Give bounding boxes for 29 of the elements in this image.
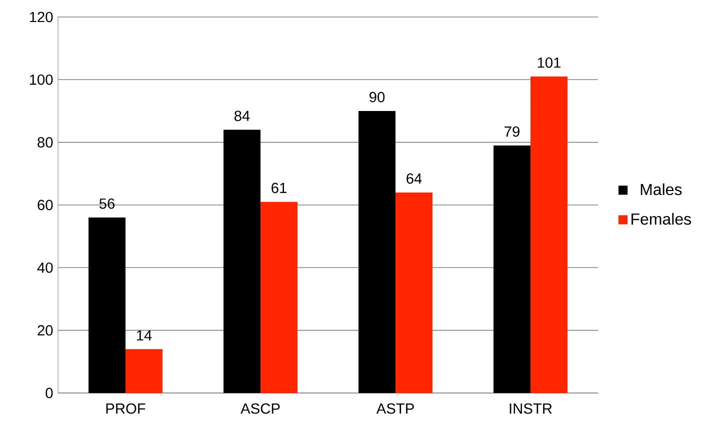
data-label: 101	[538, 57, 561, 68]
bar	[88, 218, 126, 393]
y-tick-label: 20	[38, 325, 53, 336]
x-tick-label: ASCP	[240, 403, 280, 414]
data-label: 56	[99, 198, 115, 209]
data-label: 14	[136, 330, 152, 340]
y-tick-label: 60	[38, 200, 53, 210]
y-tick-label: 100	[30, 74, 53, 85]
data-label: 64	[406, 173, 422, 184]
bar	[224, 130, 261, 393]
x-tick-label: INSTR	[510, 403, 552, 414]
bar	[358, 110, 396, 393]
data-label: 90	[370, 92, 385, 102]
bar	[530, 76, 568, 393]
legend-label: Males	[640, 183, 682, 196]
bar	[126, 349, 163, 393]
data-label: 84	[234, 110, 250, 122]
x-tick-label: ASTP	[376, 403, 414, 414]
legend-label: Females	[632, 213, 691, 225]
y-tick-label: 40	[37, 262, 53, 273]
y-tick-label: 80	[38, 137, 53, 148]
bar	[396, 192, 433, 393]
bar	[494, 145, 530, 393]
data-label: 79	[504, 126, 520, 137]
x-tick-label: PROF	[106, 403, 146, 414]
y-tick-label: 0	[46, 388, 53, 398]
y-tick-label: 120	[30, 12, 53, 22]
data-label: 61	[272, 182, 286, 194]
bar	[260, 202, 298, 393]
